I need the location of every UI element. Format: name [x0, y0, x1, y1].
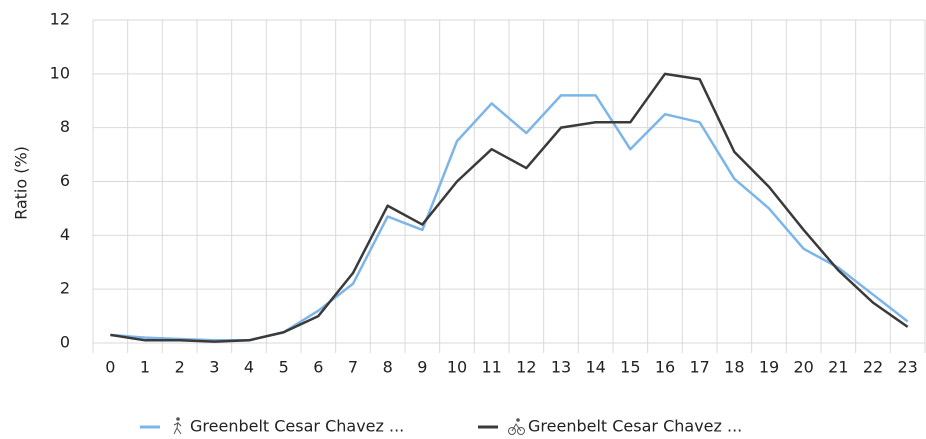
x-tick-label: 23 — [897, 358, 917, 377]
y-tick-label: 10 — [50, 63, 70, 82]
legend-item: Greenbelt Cesar Chavez ... — [140, 417, 404, 436]
legend-item: Greenbelt Cesar Chavez ... — [478, 417, 742, 436]
x-tick-label: 7 — [348, 358, 358, 377]
x-tick-label: 12 — [516, 358, 536, 377]
x-tick-label: 21 — [828, 358, 848, 377]
bike-icon — [511, 423, 522, 432]
x-tick-label: 4 — [244, 358, 254, 377]
x-tick-label: 15 — [620, 358, 640, 377]
x-tick-label: 14 — [585, 358, 605, 377]
x-tick-label: 18 — [724, 358, 744, 377]
x-tick-label: 20 — [793, 358, 813, 377]
x-tick-label: 13 — [551, 358, 571, 377]
x-tick-label: 0 — [105, 358, 115, 377]
bike-icon — [517, 427, 525, 435]
x-tick-label: 22 — [863, 358, 883, 377]
x-tick-label: 2 — [175, 358, 185, 377]
y-tick-label: 12 — [50, 10, 70, 29]
x-tick-label: 11 — [481, 358, 501, 377]
y-tick-label: 4 — [60, 225, 70, 244]
x-tick-label: 5 — [279, 358, 289, 377]
x-tick-label: 9 — [417, 358, 427, 377]
y-tick-label: 2 — [60, 279, 70, 298]
y-axis-label: Ratio (%) — [12, 146, 31, 220]
bike-icon — [516, 418, 520, 422]
walk-icon — [176, 417, 180, 421]
legend-label: Greenbelt Cesar Chavez ... — [528, 417, 742, 436]
line-series — [110, 72, 909, 343]
bike-icon — [508, 427, 516, 435]
x-tick-label: 19 — [759, 358, 779, 377]
y-tick-label: 8 — [60, 117, 70, 136]
y-tick-label: 0 — [60, 333, 70, 352]
x-tick-label: 6 — [313, 358, 323, 377]
x-tick-label: 10 — [447, 358, 467, 377]
x-tick-label: 8 — [383, 358, 393, 377]
x-tick-label: 1 — [140, 358, 150, 377]
y-tick-label: 6 — [60, 171, 70, 190]
x-tick-label: 3 — [209, 358, 219, 377]
x-tick-label: 16 — [655, 358, 675, 377]
x-tick-label: 17 — [689, 358, 709, 377]
legend-label: Greenbelt Cesar Chavez ... — [190, 417, 404, 436]
walk-icon — [173, 421, 182, 435]
